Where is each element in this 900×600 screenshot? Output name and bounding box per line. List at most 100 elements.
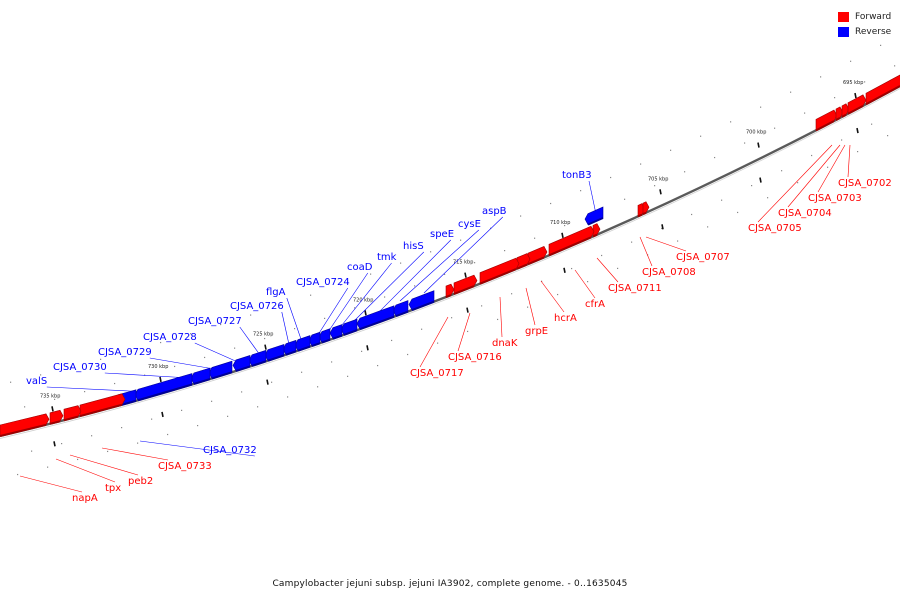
gene-label: hisS: [403, 241, 424, 252]
minor-tick: [234, 347, 236, 349]
gene-shadow: [251, 360, 267, 367]
leader-line: [101, 447, 169, 461]
gene-label: CJSA_0729: [98, 347, 152, 358]
forward-swatch: [838, 11, 849, 22]
forward-gene: [453, 274, 478, 295]
leader-line: [423, 216, 504, 294]
minor-tick: [864, 81, 866, 83]
tick-label: 715 kbp: [453, 260, 473, 266]
minor-tick: [841, 139, 843, 141]
forward-gene: [642, 201, 650, 215]
genes: [0, 74, 900, 437]
gene-label: cysE: [458, 219, 481, 230]
minor-tick: [640, 163, 642, 165]
minor-tick: [190, 333, 192, 335]
major-tick-lower: [466, 307, 469, 313]
leader-line: [419, 316, 449, 368]
minor-tick: [631, 241, 633, 243]
forward-gene: [548, 225, 595, 256]
minor-tick: [151, 418, 153, 420]
leader-line: [149, 357, 221, 371]
minor-tick: [677, 240, 679, 242]
minor-tick: [871, 123, 873, 125]
gene-label: tmk: [377, 252, 397, 263]
minor-tick: [550, 202, 552, 205]
forward-gene: [815, 109, 838, 131]
leader-line: [540, 280, 565, 313]
forward-gene: [79, 393, 126, 417]
minor-tick: [407, 353, 409, 356]
minor-tick: [790, 91, 792, 93]
minor-tick: [61, 442, 63, 445]
gene-shadow: [343, 329, 358, 336]
minor-ticks: [10, 44, 896, 476]
minor-tick: [114, 382, 116, 385]
minor-tick: [204, 356, 206, 359]
leader-line: [351, 251, 425, 324]
minor-tick: [880, 44, 882, 46]
gene-label: CJSA_0733: [158, 461, 212, 472]
minor-tick: [850, 60, 852, 62]
minor-tick: [564, 224, 566, 227]
minor-tick: [347, 375, 349, 377]
minor-tick: [227, 415, 229, 417]
minor-tick: [47, 466, 49, 468]
gene-label: dnaK: [492, 338, 518, 349]
major-tick-lower: [563, 267, 566, 273]
gene-shadow: [193, 378, 211, 385]
minor-tick: [887, 135, 889, 137]
minor-tick: [220, 323, 222, 326]
minor-tick: [760, 106, 762, 108]
forward-gene: [865, 74, 900, 105]
gene-label: CJSA_0708: [642, 267, 696, 278]
gene-shadow: [137, 383, 193, 402]
gene-label: valS: [26, 376, 47, 387]
minor-tick: [721, 199, 723, 201]
minor-tick: [310, 294, 312, 296]
tick-label: 725 kbp: [253, 332, 273, 338]
minor-tick: [707, 226, 709, 228]
forward-gene: [445, 283, 455, 298]
gene-shadow: [79, 403, 123, 418]
tick-label: 730 kbp: [148, 364, 168, 370]
minor-tick: [421, 328, 423, 330]
gene-shadow: [642, 211, 647, 216]
gene-shadow: [267, 354, 285, 362]
minor-tick: [730, 121, 732, 123]
leader-line: [337, 262, 392, 331]
minor-tick: [121, 427, 123, 429]
gene-shadow: [548, 236, 592, 257]
gene-shadow: [835, 117, 841, 121]
gene-label: CJSA_0705: [748, 223, 802, 234]
forward-gene: [479, 257, 520, 285]
gene-label: grpE: [525, 326, 548, 337]
minor-tick: [354, 307, 356, 309]
gene-shadow: [592, 233, 598, 238]
minor-tick: [541, 280, 543, 282]
minor-tick: [700, 135, 702, 137]
minor-tick: [804, 112, 806, 114]
minor-tick: [377, 364, 379, 367]
minor-tick: [737, 211, 739, 214]
major-tick-upper: [854, 92, 857, 99]
minor-tick: [467, 330, 469, 333]
minor-tick: [257, 406, 259, 408]
gene-label: hcrA: [554, 313, 577, 324]
major-tick-lower: [856, 127, 859, 134]
legend: Forward Reverse: [838, 9, 891, 39]
gene-shadow: [321, 338, 331, 344]
minor-tick: [181, 409, 183, 411]
gene-label: CJSA_0703: [808, 193, 862, 204]
gene-label: CJSA_0704: [778, 208, 832, 219]
gene-label: CJSA_0702: [838, 178, 892, 189]
minor-tick: [820, 76, 822, 78]
minor-tick: [661, 227, 663, 230]
minor-tick: [91, 435, 93, 437]
leader-line: [596, 257, 619, 283]
minor-tick: [331, 361, 333, 363]
leader-lines: [19, 144, 851, 493]
minor-tick: [527, 306, 529, 308]
legend-reverse-label: Reverse: [855, 26, 892, 37]
minor-tick: [340, 284, 342, 286]
leader-line: [239, 326, 261, 356]
